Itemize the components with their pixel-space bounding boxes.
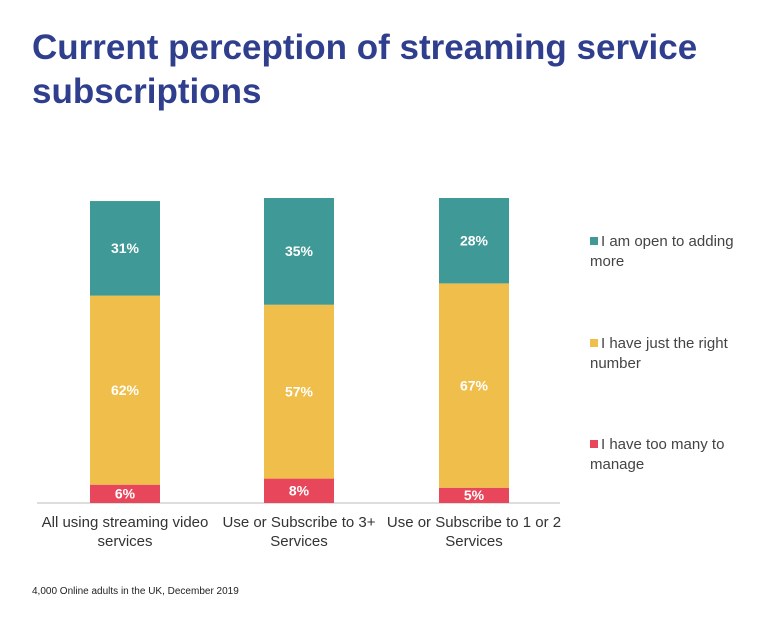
legend-swatch bbox=[590, 237, 598, 245]
bar-segment bbox=[264, 478, 334, 503]
legend-label: I am open to adding more bbox=[590, 233, 734, 270]
value-label: 57% bbox=[285, 383, 314, 399]
chart-title: Current perception of streaming service … bbox=[32, 28, 698, 111]
value-label: 6% bbox=[115, 486, 136, 502]
value-label: 35% bbox=[285, 243, 314, 259]
x-tick-label: Use or Subscribe to 1 or 2 Services bbox=[386, 514, 562, 550]
legend-label: I have just the right number bbox=[590, 335, 728, 372]
legend-label: I have too many to manage bbox=[590, 436, 725, 473]
legend-entry: I am open to adding more bbox=[590, 232, 750, 272]
bar-segment bbox=[439, 487, 509, 503]
value-label: 62% bbox=[111, 382, 140, 398]
bar-segment bbox=[90, 484, 160, 503]
x-tick-label: Use or Subscribe to 3+ Services bbox=[222, 514, 376, 550]
footnote: 4,000 Online adults in the UK, December … bbox=[32, 586, 239, 597]
legend-entry: I have too many to manage bbox=[590, 435, 750, 475]
legend-swatch bbox=[590, 339, 598, 347]
legend-entry: I have just the right number bbox=[590, 334, 750, 374]
value-label: 31% bbox=[111, 240, 140, 256]
value-label: 67% bbox=[460, 377, 489, 393]
bar-segment bbox=[90, 295, 160, 485]
x-tick-label: All using streaming video services bbox=[41, 514, 209, 550]
legend-swatch bbox=[590, 440, 598, 448]
bar-segment bbox=[264, 304, 334, 479]
bar-segment bbox=[90, 201, 160, 296]
value-label: 5% bbox=[464, 487, 485, 503]
bar-segment bbox=[264, 198, 334, 305]
value-label: 28% bbox=[460, 232, 489, 248]
bar-segment bbox=[439, 283, 509, 488]
bar-segment bbox=[439, 198, 509, 284]
value-label: 8% bbox=[289, 483, 310, 499]
